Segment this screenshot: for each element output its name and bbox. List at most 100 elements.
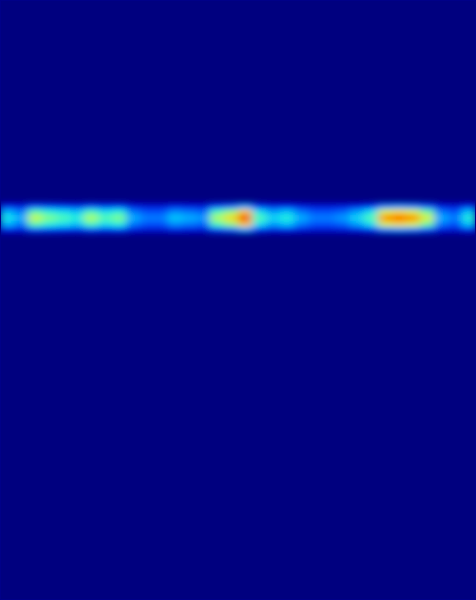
heatmap-cell — [112, 203, 126, 209]
heatmap-cell — [350, 227, 364, 233]
heatmap-cell — [336, 227, 350, 233]
heatmap-cell — [70, 215, 84, 221]
heatmap-cell — [434, 209, 448, 215]
heatmap-cell — [462, 227, 476, 233]
heatmap-cell — [392, 209, 406, 215]
heatmap-cell — [448, 221, 462, 227]
heatmap-cell — [0, 203, 14, 209]
heatmap-cell — [28, 209, 42, 215]
heatmap-cell — [392, 203, 406, 209]
heatmap-cell — [378, 215, 392, 221]
heatmap-cell — [14, 203, 28, 209]
heatmap-cell — [84, 203, 98, 209]
heatmap-cell — [56, 215, 70, 221]
heatmap-cell — [42, 227, 56, 233]
heatmap-cell — [308, 215, 322, 221]
heatmap-cell — [364, 215, 378, 221]
heatmap-cell — [126, 227, 140, 233]
heatmap-cell — [28, 221, 42, 227]
heatmap-cell — [294, 221, 308, 227]
heatmap-cell — [182, 227, 196, 233]
heatmap-cell — [42, 203, 56, 209]
heatmap-cell — [70, 221, 84, 227]
heatmap-cell — [28, 227, 42, 233]
heatmap-cell — [42, 221, 56, 227]
heatmap-cell — [210, 227, 224, 233]
heatmap-cell — [126, 215, 140, 221]
heatmap-cell — [448, 227, 462, 233]
heatmap-cell — [98, 215, 112, 221]
plot-frame — [1, 1, 476, 600]
heatmap-cell — [84, 215, 98, 221]
heatmap-cell — [434, 221, 448, 227]
heatmap-cell — [294, 215, 308, 221]
heatmap-cell — [420, 221, 434, 227]
heatmap-cell — [392, 227, 406, 233]
heatmap-cell — [308, 209, 322, 215]
heatmap-cell — [140, 227, 154, 233]
heatmap-cell — [336, 221, 350, 227]
heatmap-cell — [168, 203, 182, 209]
heatmap-cell — [378, 221, 392, 227]
heatmap-cell — [322, 215, 336, 221]
heatmap-cell — [98, 221, 112, 227]
heatmap-cell — [56, 221, 70, 227]
heatmap-cell — [364, 221, 378, 227]
heatmap-cell — [322, 221, 336, 227]
chart — [0, 0, 476, 600]
heatmap-cell — [378, 203, 392, 209]
heatmap-cell — [350, 203, 364, 209]
heatmap-cell — [210, 203, 224, 209]
heatmap-cell — [294, 227, 308, 233]
heatmap-cell — [322, 209, 336, 215]
heatmap-cell — [252, 221, 266, 227]
heatmap-cell — [238, 227, 252, 233]
heatmap-cell — [42, 209, 56, 215]
heatmap-cell — [406, 209, 420, 215]
heatmap-cell — [56, 203, 70, 209]
heatmap-cell — [266, 209, 280, 215]
heatmap-cell — [266, 227, 280, 233]
heatmap-cell — [0, 215, 14, 221]
heatmap-cell — [448, 203, 462, 209]
heatmap-cell — [224, 215, 238, 221]
heatmap-cell — [140, 209, 154, 215]
heatmap-cell — [182, 203, 196, 209]
heatmap-cell — [126, 209, 140, 215]
heatmap-cell — [434, 215, 448, 221]
heatmap-cell — [0, 209, 14, 215]
heatmap-cell — [238, 209, 252, 215]
heatmap-cell — [350, 209, 364, 215]
heatmap-cell — [98, 209, 112, 215]
heatmap-cell — [182, 221, 196, 227]
heatmap-cell — [420, 215, 434, 221]
heatmap-cell — [252, 203, 266, 209]
heatmap-cell — [56, 209, 70, 215]
heatmap-cell — [350, 221, 364, 227]
heatmap-cell — [378, 209, 392, 215]
heatmap-cell — [336, 215, 350, 221]
heatmap-cell — [140, 203, 154, 209]
heatmap-cell — [126, 203, 140, 209]
heatmap-cell — [280, 227, 294, 233]
heatmap-cell — [392, 215, 406, 221]
heatmap-cell — [364, 203, 378, 209]
heatmap-cell — [280, 203, 294, 209]
heatmap-cell — [70, 203, 84, 209]
heatmap-cell — [364, 209, 378, 215]
heatmap-cell — [364, 227, 378, 233]
heatmap-cell — [224, 227, 238, 233]
heatmap-cell — [462, 215, 476, 221]
heatmap-cell — [140, 221, 154, 227]
heatmap-cell — [168, 227, 182, 233]
heatmap-cell — [196, 203, 210, 209]
heatmap-cell — [336, 209, 350, 215]
heatmap-cell — [294, 209, 308, 215]
heatmap-cell — [154, 227, 168, 233]
plot-background — [0, 0, 476, 600]
heatmap-cell — [196, 227, 210, 233]
heatmap-cell — [252, 227, 266, 233]
heatmap-cells — [0, 203, 476, 233]
heatmap-cell — [84, 227, 98, 233]
heatmap-cell — [210, 221, 224, 227]
